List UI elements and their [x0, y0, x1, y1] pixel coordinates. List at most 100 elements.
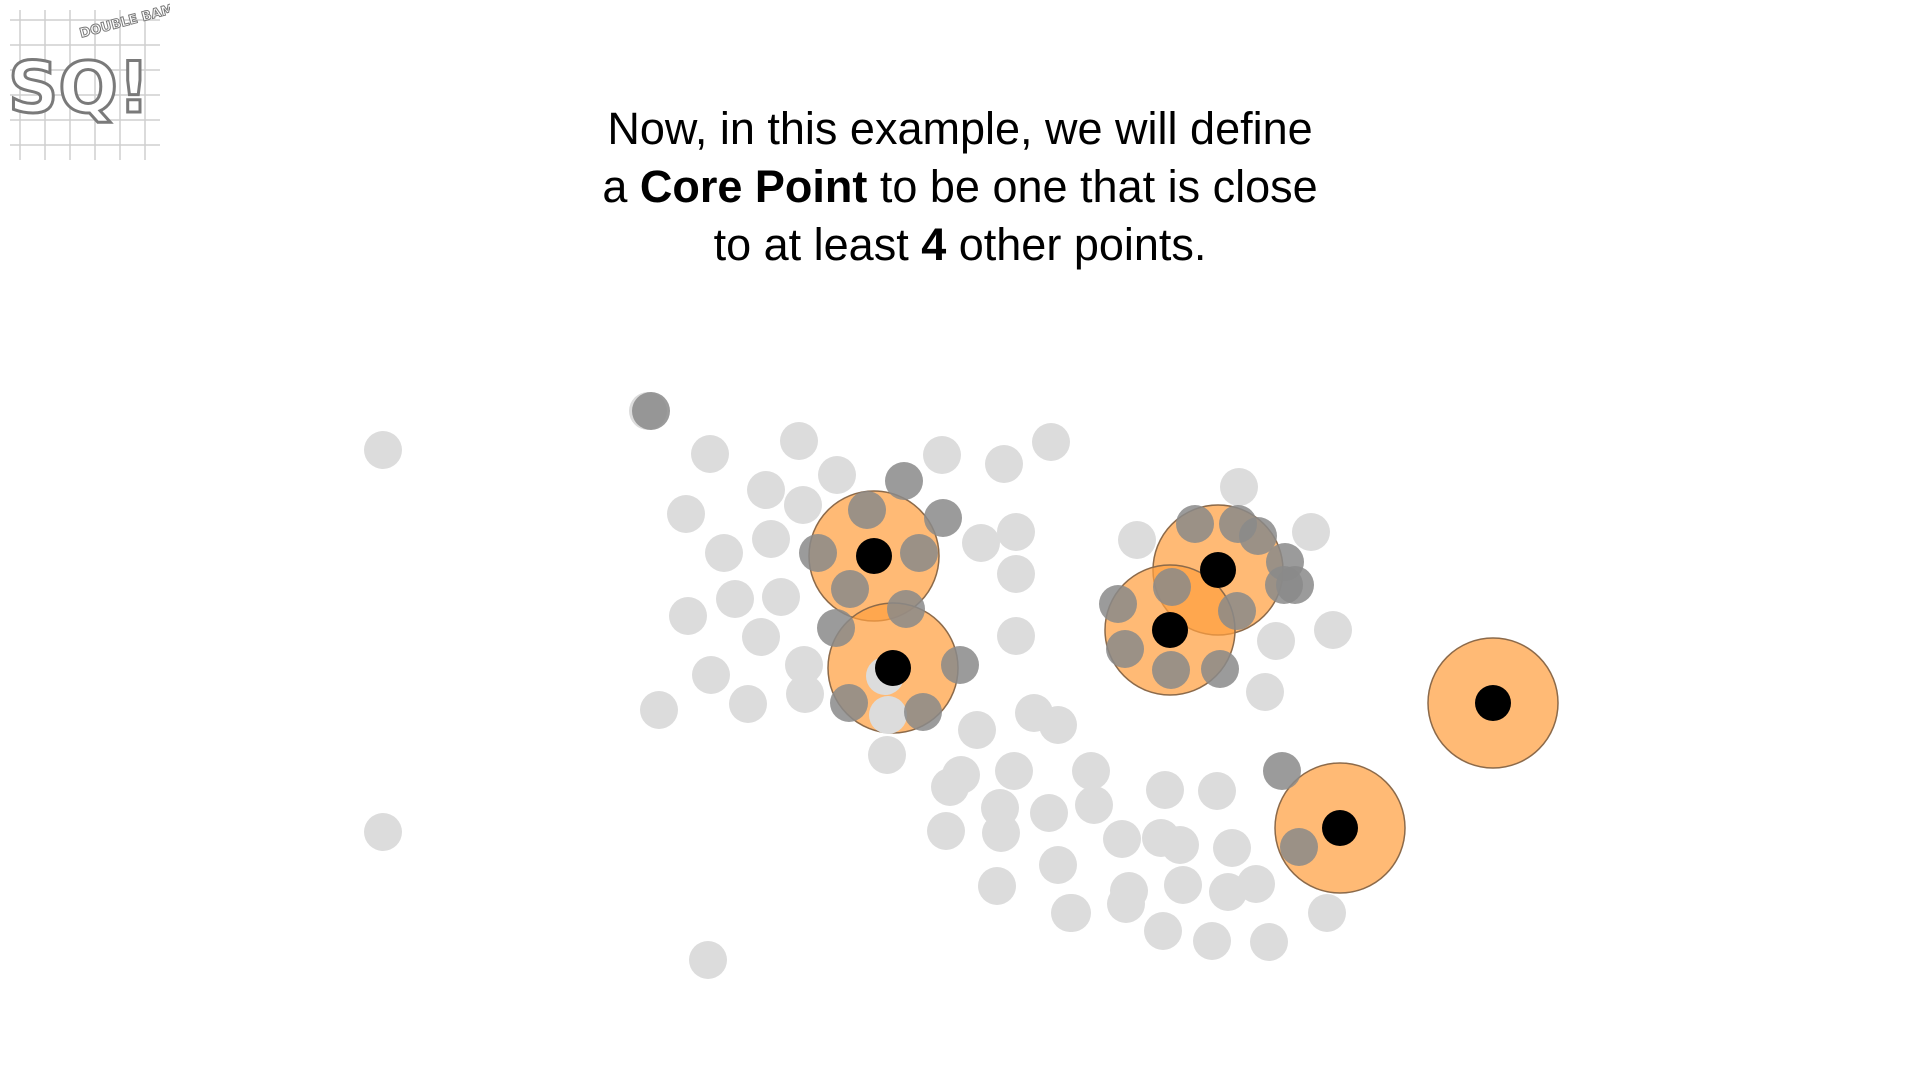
caption-line-2-prefix: a [602, 161, 640, 212]
data-point [716, 580, 754, 618]
data-point [1030, 794, 1068, 832]
core-point [1322, 810, 1358, 846]
statquest-logo: SQ! DOUBLE BAM!! [7, 0, 170, 160]
data-point [982, 814, 1020, 852]
data-point [691, 435, 729, 473]
core-point [856, 538, 892, 574]
data-point [818, 456, 856, 494]
data-point [780, 422, 818, 460]
data-point [1146, 771, 1184, 809]
data-point [1032, 423, 1070, 461]
data-point [692, 656, 730, 694]
neighbor-point [924, 499, 962, 537]
data-point [667, 495, 705, 533]
min-points-value: 4 [921, 219, 947, 270]
data-point [997, 513, 1035, 551]
core-point [1200, 552, 1236, 588]
data-point [868, 736, 906, 774]
data-point [997, 555, 1035, 593]
data-point [923, 436, 961, 474]
data-point [1075, 786, 1113, 824]
neighbor-point [887, 590, 925, 628]
caption-line-1: Now, in this example, we will define [607, 103, 1313, 154]
core-point-term: Core Point [639, 161, 868, 212]
data-point [1053, 894, 1091, 932]
data-point [1072, 752, 1110, 790]
data-point [1209, 873, 1247, 911]
data-point [958, 711, 996, 749]
core-points-layer [856, 538, 1511, 846]
neighbor-points-layer [632, 392, 1318, 866]
neighbor-point [848, 491, 886, 529]
neighbor-point [1099, 585, 1137, 623]
data-point [1220, 468, 1258, 506]
core-point [1475, 685, 1511, 721]
data-point [1118, 521, 1156, 559]
data-point [669, 597, 707, 635]
neighbor-point [1263, 752, 1301, 790]
logo-letters: SQ! [8, 47, 150, 129]
data-point [786, 675, 824, 713]
neighbor-point [1153, 568, 1191, 606]
data-point [1107, 885, 1145, 923]
caption-line-3: to at least 4 other points. [0, 216, 1920, 274]
data-point [962, 524, 1000, 562]
core-point [875, 650, 911, 686]
neighbor-point [1265, 566, 1303, 604]
data-point [1103, 820, 1141, 858]
neighbor-point [904, 693, 942, 731]
neighbor-point [1218, 592, 1256, 630]
data-point [364, 813, 402, 851]
neighbor-point [830, 684, 868, 722]
data-point [1039, 706, 1077, 744]
data-point [978, 867, 1016, 905]
neighbor-point [1176, 505, 1214, 543]
data-point [762, 578, 800, 616]
data-point [364, 431, 402, 469]
caption-line-2: a Core Point to be one that is close [0, 158, 1920, 216]
data-point [747, 471, 785, 509]
caption: Now, in this example, we will define a C… [0, 100, 1920, 274]
data-point [1142, 819, 1180, 857]
data-point [985, 445, 1023, 483]
data-point [1314, 611, 1352, 649]
neighbor-point [900, 534, 938, 572]
data-point [689, 941, 727, 979]
data-point [1198, 772, 1236, 810]
neighbor-point [1201, 650, 1239, 688]
neighbor-point [632, 392, 670, 430]
data-point [997, 617, 1035, 655]
data-point [1246, 673, 1284, 711]
neighbor-point [1219, 505, 1257, 543]
data-point [752, 520, 790, 558]
data-point [1039, 846, 1077, 884]
caption-line-3-suffix: other points. [946, 219, 1207, 270]
data-point [785, 646, 823, 684]
core-point [1152, 612, 1188, 648]
other-points-layer [364, 392, 1352, 979]
neighbor-point [1106, 630, 1144, 668]
data-point [1257, 622, 1295, 660]
data-point [705, 534, 743, 572]
data-point [1213, 829, 1251, 867]
data-point [1193, 922, 1231, 960]
data-point [942, 756, 980, 794]
data-point [640, 691, 678, 729]
neighbor-point [831, 570, 869, 608]
data-point [1164, 866, 1202, 904]
data-point [729, 685, 767, 723]
neighbor-point [885, 462, 923, 500]
neighbor-point [941, 646, 979, 684]
data-point [742, 618, 780, 656]
neighbor-point [799, 534, 837, 572]
neighbor-point [1280, 828, 1318, 866]
data-point [1308, 894, 1346, 932]
data-point [1144, 912, 1182, 950]
data-point [784, 486, 822, 524]
neighbor-point [1152, 651, 1190, 689]
data-point [869, 696, 907, 734]
caption-line-2-suffix: to be one that is close [867, 161, 1318, 212]
data-point [927, 812, 965, 850]
caption-line-3-prefix: to at least [713, 219, 922, 270]
